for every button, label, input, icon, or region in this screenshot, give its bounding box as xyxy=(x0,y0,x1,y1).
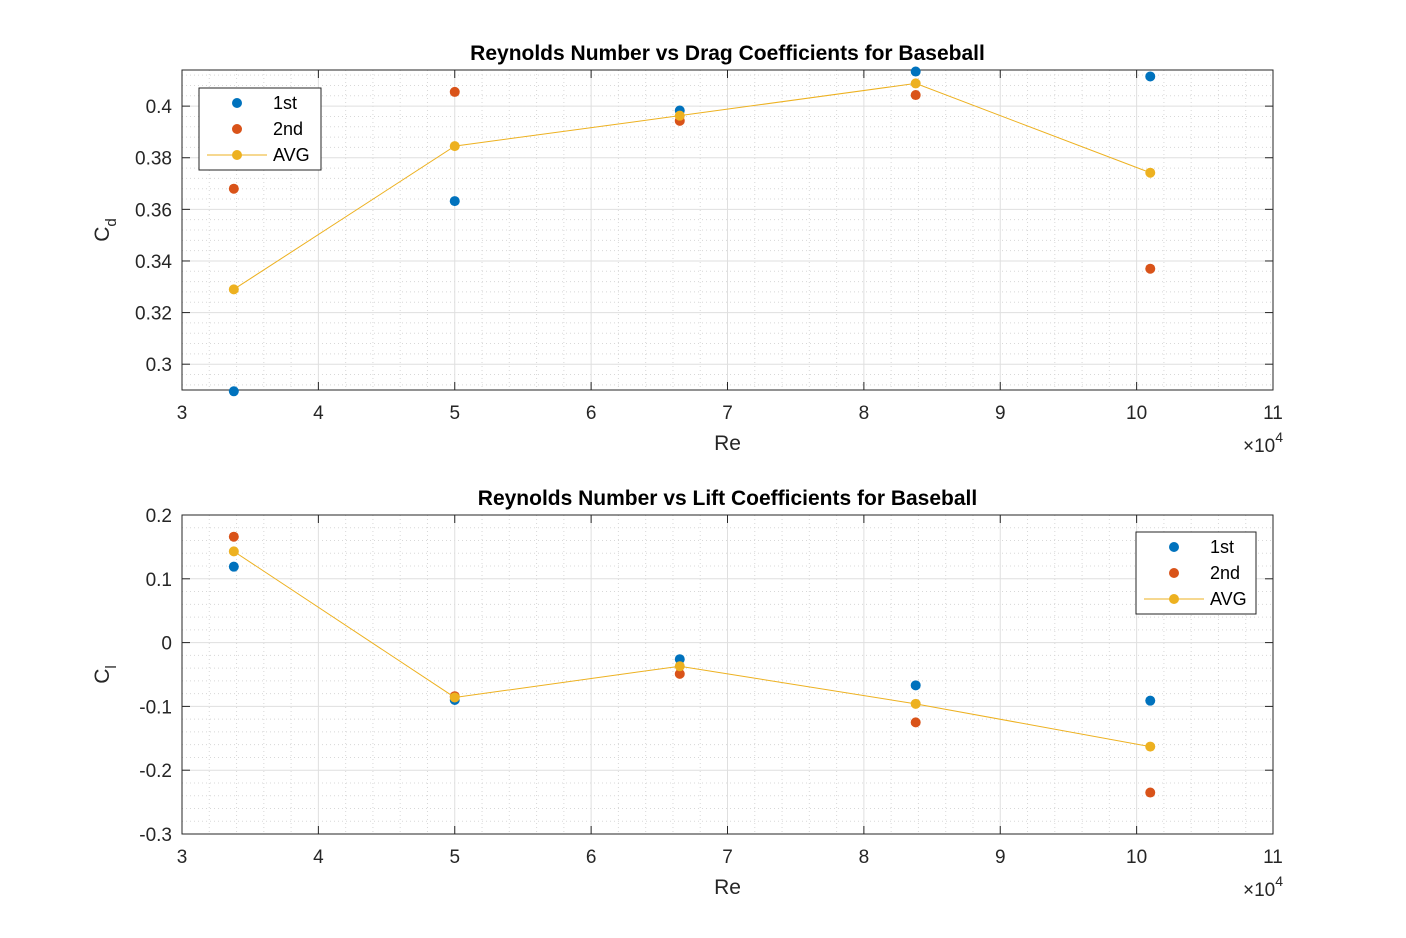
x-tick-label: 4 xyxy=(313,847,324,868)
legend-marker-AVG xyxy=(232,150,242,160)
data-point-AVG xyxy=(449,692,460,703)
data-point-2nd xyxy=(910,90,921,101)
data-point-AVG xyxy=(228,546,239,557)
legend-label-AVG: AVG xyxy=(273,145,310,165)
y-tick-label: -0.2 xyxy=(139,761,172,782)
y-axis-label: Cd xyxy=(91,218,120,242)
legend-marker-2nd xyxy=(1169,568,1179,578)
x-axis-label: Re xyxy=(714,432,741,455)
x-axis-exponent: ×104 xyxy=(1243,873,1283,901)
data-point-AVG xyxy=(1145,167,1156,178)
data-point-1st xyxy=(910,680,921,691)
series-AVG xyxy=(228,78,1156,295)
data-point-AVG xyxy=(1145,741,1156,752)
exponent-base: ×10 xyxy=(1243,436,1275,457)
x-tick-label: 11 xyxy=(1263,847,1283,868)
legend-label-AVG: AVG xyxy=(1210,589,1247,609)
chart-2: 3 4 5 6 7 8 9 10 11 -0.3 -0.2 -0.1 0 0.1 0.2 Reynolds N… xyxy=(91,487,1283,901)
y-axis-label-main: C xyxy=(91,669,114,684)
data-point-2nd xyxy=(228,183,239,194)
ticks: 3 4 5 6 7 8 9 10 11 0.3 0.32 0.34 0.36 0.38 0.4 xyxy=(135,70,1283,424)
y-tick-label: 0.36 xyxy=(135,200,172,221)
x-tick-label: 5 xyxy=(449,847,460,868)
chart-1: 3 4 5 6 7 8 9 10 11 0.3 0.32 0.34 0.36 0.38 0.4 Reynold… xyxy=(91,42,1283,457)
y-tick-label: 0.38 xyxy=(135,149,172,170)
exponent-base: ×10 xyxy=(1243,880,1275,901)
data-point-2nd xyxy=(1145,787,1156,798)
x-tick-label: 8 xyxy=(859,847,870,868)
x-axis-exponent: ×104 xyxy=(1243,429,1283,457)
data-point-AVG xyxy=(674,110,685,121)
data-point-1st xyxy=(1145,71,1156,82)
data-point-AVG xyxy=(910,698,921,709)
x-tick-label: 3 xyxy=(177,847,188,868)
x-tick-label: 4 xyxy=(313,403,324,424)
chart-title: Reynolds Number vs Lift Coefficients for… xyxy=(478,487,977,510)
series-AVG xyxy=(228,546,1156,752)
data-point-AVG xyxy=(910,78,921,89)
x-tick-label: 5 xyxy=(449,403,460,424)
y-tick-label: 0.3 xyxy=(146,355,172,376)
legend-marker-2nd xyxy=(232,124,242,134)
y-tick-label: 0.32 xyxy=(135,304,172,325)
y-axis-label-subscript: l xyxy=(103,665,120,668)
series-1st xyxy=(228,66,1156,397)
legend-box xyxy=(1135,531,1257,615)
legend-marker-1st xyxy=(1169,542,1179,552)
x-tick-label: 8 xyxy=(859,403,870,424)
data-point-1st xyxy=(1145,695,1156,706)
data-point-AVG xyxy=(449,141,460,152)
y-axis-label-subscript: d xyxy=(103,218,120,226)
legend-label-2nd: 2nd xyxy=(273,119,303,139)
y-tick-label: 0.34 xyxy=(135,252,172,273)
y-tick-label: -0.3 xyxy=(139,825,172,846)
series-group xyxy=(228,531,1156,798)
legend-marker-AVG xyxy=(1169,594,1179,604)
legend: 1st 2nd AVG xyxy=(198,87,322,171)
data-point-1st xyxy=(228,561,239,572)
data-point-1st xyxy=(228,386,239,397)
data-point-AVG xyxy=(228,284,239,295)
legend: 1st 2nd AVG xyxy=(1135,531,1257,615)
x-tick-label: 10 xyxy=(1126,403,1147,424)
y-tick-label: 0.4 xyxy=(146,97,173,118)
data-point-2nd xyxy=(674,668,685,679)
data-point-1st xyxy=(910,66,921,77)
data-point-2nd xyxy=(910,717,921,728)
exponent-power: 4 xyxy=(1275,429,1283,445)
y-tick-label: -0.1 xyxy=(139,697,172,718)
x-tick-label: 6 xyxy=(586,403,597,424)
y-tick-label: 0 xyxy=(161,634,172,655)
y-tick-label: 0.2 xyxy=(146,506,172,527)
data-point-1st xyxy=(449,196,460,207)
legend-label-1st: 1st xyxy=(273,93,297,113)
y-tick-label: 0.1 xyxy=(146,570,172,591)
x-tick-label: 10 xyxy=(1126,847,1147,868)
x-tick-label: 3 xyxy=(177,403,188,424)
data-point-2nd xyxy=(228,531,239,542)
x-tick-label: 7 xyxy=(722,403,733,424)
x-tick-label: 9 xyxy=(995,403,1006,424)
legend-label-1st: 1st xyxy=(1210,537,1234,557)
minor-grid xyxy=(182,70,1273,390)
x-tick-label: 7 xyxy=(722,847,733,868)
x-axis-label: Re xyxy=(714,876,741,899)
data-point-AVG xyxy=(674,661,685,672)
y-axis-label-main: C xyxy=(91,227,114,242)
y-axis-label: Cl xyxy=(91,665,120,684)
x-tick-label: 6 xyxy=(586,847,597,868)
chart-title: Reynolds Number vs Drag Coefficients for… xyxy=(470,42,985,65)
series-group xyxy=(228,66,1156,397)
x-tick-label: 11 xyxy=(1263,403,1283,424)
exponent-power: 4 xyxy=(1275,873,1283,889)
legend-box xyxy=(198,87,322,171)
legend-label-2nd: 2nd xyxy=(1210,563,1240,583)
legend-marker-1st xyxy=(232,98,242,108)
ticks: 3 4 5 6 7 8 9 10 11 -0.3 -0.2 -0.1 0 0.1 0.2 xyxy=(139,506,1283,868)
x-tick-label: 9 xyxy=(995,847,1006,868)
data-point-2nd xyxy=(1145,263,1156,274)
data-point-1st xyxy=(674,654,685,665)
data-point-2nd xyxy=(449,86,460,97)
